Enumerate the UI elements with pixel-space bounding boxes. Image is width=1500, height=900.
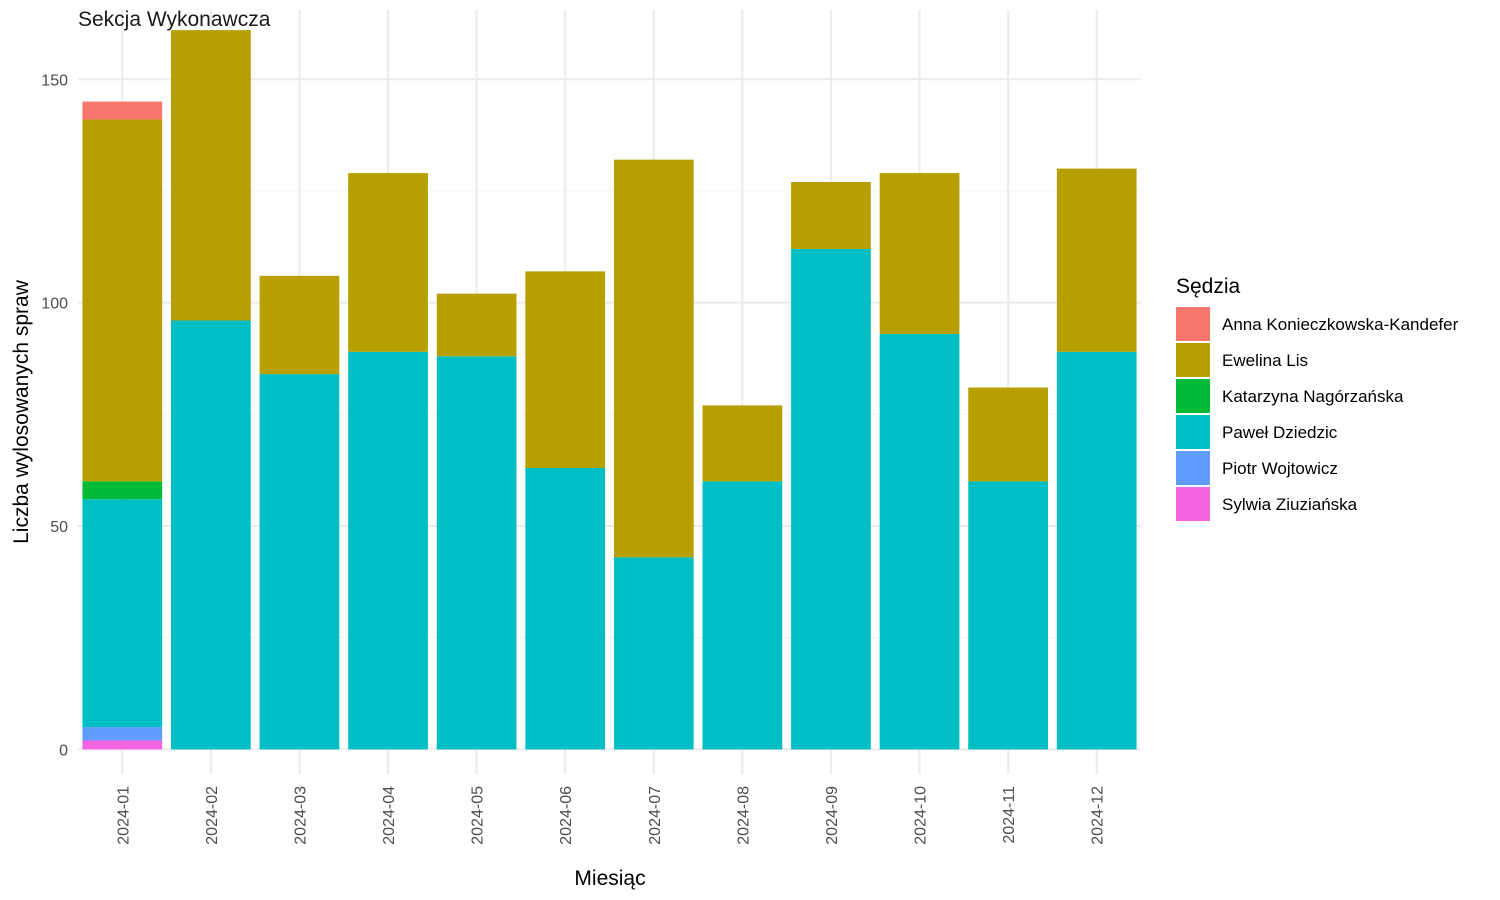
bar-segment <box>702 481 783 750</box>
bars <box>82 30 1137 750</box>
legend-swatch <box>1176 487 1210 521</box>
bar-segment <box>82 740 163 750</box>
bar-segment <box>525 271 606 468</box>
y-tick-label: 50 <box>50 519 68 536</box>
legend-swatch <box>1176 451 1210 485</box>
legend-swatch <box>1176 415 1210 449</box>
legend-swatch <box>1176 379 1210 413</box>
bar-segment <box>82 727 163 741</box>
x-tick-label: 2024-10 <box>913 786 930 845</box>
bar-segment <box>259 275 340 375</box>
x-tick-label: 2024-06 <box>558 786 575 845</box>
bar-segment <box>968 481 1048 750</box>
x-tick-label: 2024-04 <box>381 786 398 845</box>
bar-segment <box>702 405 783 482</box>
y-tick-label: 150 <box>41 72 68 89</box>
x-tick-label: 2024-09 <box>824 786 841 845</box>
x-tick-label: 2024-11 <box>1001 786 1018 844</box>
bar-segment <box>613 557 694 750</box>
bar-segment <box>82 101 163 120</box>
legend-label: Anna Konieczkowska-Kandefer <box>1222 315 1459 334</box>
bar-segment <box>171 30 251 321</box>
x-tick-label: 2024-03 <box>292 786 309 845</box>
x-axis-title: Miesiąc <box>574 867 645 890</box>
bar-segment <box>171 320 251 750</box>
legend-swatch <box>1176 343 1210 377</box>
bar-segment <box>791 249 871 750</box>
bar-segment <box>525 467 606 750</box>
legend-title: Sędzia <box>1176 275 1241 298</box>
legend: Sędzia Anna Konieczkowska-Kandefer Ewelin… <box>1176 275 1459 521</box>
legend-label: Sylwia Ziuziańska <box>1222 495 1358 514</box>
legend-label: Paweł Dziedzic <box>1222 423 1338 442</box>
legend-label: Katarzyna Nagórzańska <box>1222 387 1404 406</box>
y-axis-ticks: 0 50 100 150 <box>41 72 68 759</box>
y-tick-label: 100 <box>41 296 68 313</box>
legend-label: Piotr Wojtowicz <box>1222 459 1338 478</box>
x-tick-label: 2024-02 <box>204 786 221 845</box>
bar-segment <box>82 119 163 482</box>
legend-swatch <box>1176 307 1210 341</box>
x-tick-label: 2024-12 <box>1090 786 1107 845</box>
bar-segment <box>82 481 163 500</box>
bar-segment <box>82 499 163 728</box>
chart-title: Sekcja Wykonawcza <box>78 8 271 31</box>
bar-segment <box>1056 351 1137 750</box>
bar-segment <box>791 182 871 250</box>
x-tick-label: 2024-08 <box>735 786 752 845</box>
bar-segment <box>968 387 1048 482</box>
bar-segment <box>348 351 428 750</box>
bar-segment <box>1056 168 1137 352</box>
bar-segment <box>613 159 694 558</box>
y-axis-title: Liczba wylosowanych spraw <box>10 279 33 544</box>
legend-label: Ewelina Lis <box>1222 351 1308 370</box>
x-tick-label: 2024-01 <box>115 786 132 845</box>
bar-segment <box>879 173 960 334</box>
x-axis-ticks: 2024-01 2024-02 2024-03 2024-04 2024-05 2024-… <box>115 786 1106 845</box>
x-tick-label: 2024-07 <box>647 786 664 845</box>
bar-segment <box>879 333 960 750</box>
x-tick-label: 2024-05 <box>470 786 487 845</box>
y-tick-label: 0 <box>59 742 68 759</box>
bar-segment <box>259 374 340 750</box>
bar-segment <box>436 293 517 357</box>
bar-segment <box>436 356 517 750</box>
bar-segment <box>348 173 428 352</box>
